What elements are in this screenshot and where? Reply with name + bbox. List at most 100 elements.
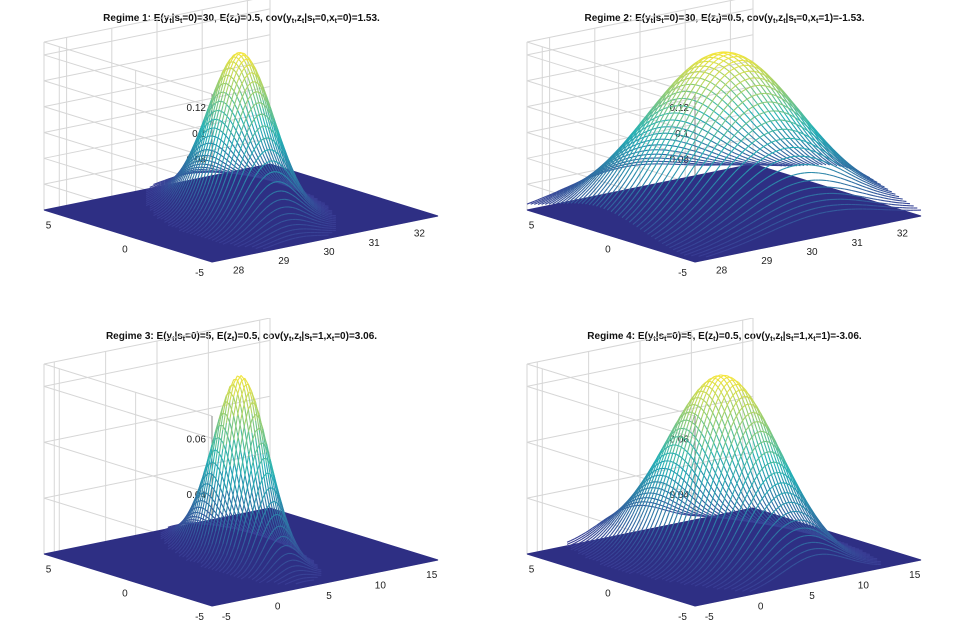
- surface-segment: [233, 69, 238, 75]
- surface-segment: [880, 189, 885, 192]
- surface-segment: [701, 86, 706, 89]
- surface-segment: [588, 184, 594, 190]
- surface-segment: [577, 181, 583, 185]
- surface-segment: [229, 166, 234, 170]
- surface-segment: [742, 56, 747, 59]
- surface-segment: [829, 180, 834, 183]
- surface-segment: [785, 162, 790, 165]
- surface-segment: [160, 181, 165, 185]
- surface-segment: [807, 138, 812, 144]
- panel-title: Regime 1: E(yt|st=0)=30, E(zt)=0.5, cov(…: [0, 13, 483, 25]
- surface-segment: [738, 205, 743, 210]
- surface-segment: [178, 549, 183, 554]
- surface-segment: [178, 545, 184, 551]
- surface-segment: [716, 152, 721, 158]
- surface-segment: [149, 191, 154, 195]
- surface-segment: [251, 244, 256, 248]
- title-text: =0)=30, E(z: [182, 13, 235, 24]
- surface-segment: [698, 248, 703, 251]
- surface-segment: [258, 84, 264, 91]
- surface-segment: [189, 553, 195, 559]
- surface-segment: [851, 166, 856, 171]
- surface-segment: [785, 112, 790, 116]
- surface-segment: [247, 213, 253, 220]
- surface-segment: [614, 149, 619, 155]
- surface-segment: [632, 163, 637, 171]
- surface-segment: [328, 215, 333, 218]
- surface-segment: [767, 94, 772, 101]
- surface-segment: [149, 197, 154, 201]
- surface-segment: [698, 101, 703, 105]
- surface-segment: [599, 203, 605, 208]
- surface-segment: [763, 134, 769, 139]
- surface-segment: [698, 254, 703, 257]
- surface-segment: [683, 152, 689, 160]
- surface-segment: [255, 234, 260, 238]
- surface-segment: [182, 214, 187, 220]
- surface-segment: [844, 188, 849, 191]
- title-text: |s: [301, 331, 310, 342]
- surface-segment: [255, 75, 260, 88]
- surface-segment: [321, 208, 326, 212]
- surface-segment: [160, 190, 165, 195]
- surface-segment: [705, 104, 710, 112]
- surface-segment: [207, 173, 213, 185]
- surface-segment: [295, 232, 300, 235]
- surface-segment: [291, 200, 297, 204]
- surface-segment: [270, 181, 275, 185]
- surface-segment: [738, 214, 743, 218]
- surface-segment: [214, 83, 220, 97]
- surface-segment: [211, 103, 217, 119]
- surface-segment: [847, 184, 852, 187]
- surface-segment: [284, 183, 289, 187]
- surface-segment: [807, 141, 812, 145]
- surface-segment: [269, 119, 275, 127]
- surface-segment: [313, 197, 318, 200]
- surface-segment: [767, 184, 772, 188]
- surface-segment: [229, 221, 235, 227]
- surface-segment: [255, 204, 260, 211]
- surface-segment: [552, 194, 557, 198]
- surface-segment: [200, 234, 205, 238]
- surface-segment: [189, 231, 194, 235]
- surface-segment: [163, 186, 169, 191]
- surface-segment: [705, 167, 710, 173]
- surface-segment: [636, 123, 641, 130]
- surface-segment: [796, 113, 801, 118]
- surface-segment: [262, 176, 267, 180]
- surface-segment: [218, 406, 224, 426]
- surface-segment: [200, 146, 206, 161]
- surface-segment: [800, 210, 805, 214]
- surface-segment: [255, 82, 260, 96]
- surface-segment: [214, 455, 220, 481]
- surface-segment: [247, 68, 253, 80]
- surface-segment: [770, 114, 776, 121]
- surface-segment: [723, 245, 729, 248]
- surface-segment: [796, 157, 801, 161]
- surface-segment: [665, 222, 670, 227]
- surface-segment: [225, 69, 231, 82]
- surface-segment: [145, 199, 151, 202]
- surface-segment: [814, 136, 820, 140]
- surface-segment: [229, 181, 235, 192]
- surface-segment: [281, 190, 285, 192]
- surface-segment: [207, 223, 213, 229]
- surface-segment: [266, 174, 271, 179]
- surface-segment: [207, 228, 213, 233]
- surface-segment: [211, 463, 217, 488]
- surface-segment: [171, 526, 176, 531]
- surface-segment: [317, 206, 322, 210]
- surface-segment: [716, 129, 721, 134]
- surface-segment: [193, 214, 198, 221]
- surface-segment: [749, 214, 754, 218]
- surface-segment: [167, 529, 172, 533]
- surface-segment: [825, 152, 831, 156]
- surface-segment: [888, 198, 892, 201]
- surface-segment: [672, 98, 677, 101]
- surface-segment: [251, 174, 257, 182]
- surface-segment: [266, 204, 271, 208]
- surface-segment: [654, 205, 659, 210]
- surface-segment: [251, 103, 256, 108]
- surface-segment: [258, 528, 264, 535]
- surface-segment: [796, 162, 801, 165]
